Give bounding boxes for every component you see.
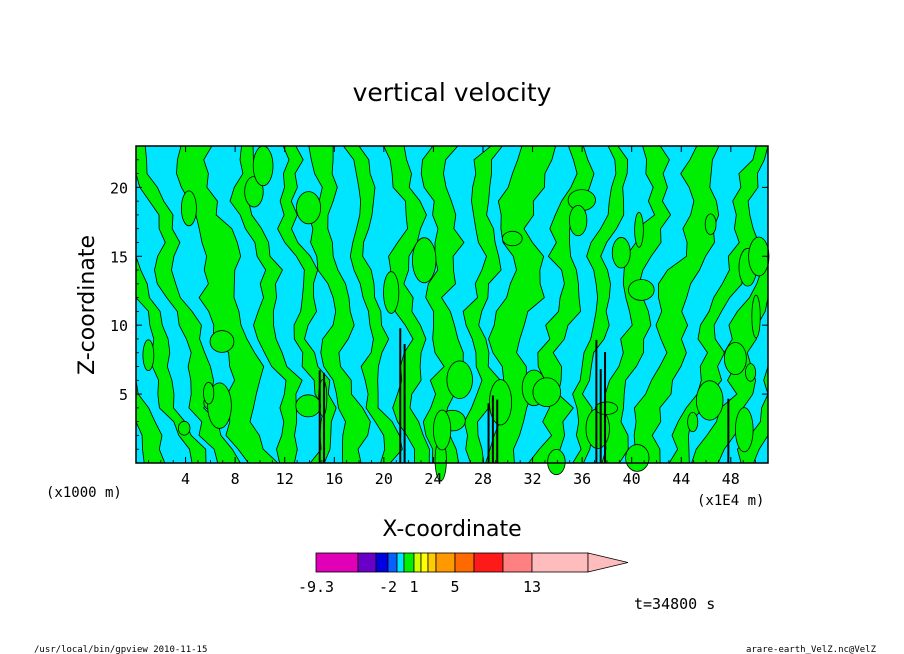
footer-left: /usr/local/bin/gpview 2010-11-15	[34, 645, 207, 654]
colorbar-segment	[427, 552, 437, 573]
y-axis: 5 10 15 20	[110, 159, 768, 450]
colorbar-segment	[473, 552, 504, 573]
colorbar-extend-arrow	[587, 552, 629, 573]
positive-blob	[625, 444, 650, 472]
positive-blob	[568, 204, 588, 237]
plot-frame	[135, 145, 769, 464]
x-tick-label: 44	[672, 470, 690, 488]
y-tick-label: 15	[110, 248, 128, 266]
colorbar-segment	[454, 552, 475, 573]
x-unit-left: (x1000 m)	[46, 485, 122, 501]
colorbar-segment	[375, 552, 389, 573]
x-axis: 4 8 12 16 20 24 28 32 36 40 44 48	[147, 146, 757, 488]
positive-blob	[489, 379, 513, 426]
positive-blob	[252, 145, 274, 187]
x-tick-label: 24	[424, 470, 442, 488]
colorbar-segment	[403, 552, 415, 573]
x-unit-right: (x1E4 m)	[697, 493, 764, 509]
time-label: t=34800 s	[634, 595, 715, 613]
positive-blob	[628, 279, 655, 301]
y-tick-label: 5	[119, 386, 128, 404]
colorbar-segment	[396, 552, 405, 573]
colorbar-segment	[413, 552, 422, 573]
positive-blob	[751, 294, 761, 339]
x-tick-label: 36	[573, 470, 591, 488]
positive-blob	[634, 211, 644, 248]
positive-blob	[745, 363, 757, 382]
chart-title: vertical velocity	[353, 78, 552, 107]
y-axis-label: Z-coordinate	[75, 235, 100, 375]
positive-blob	[532, 377, 562, 408]
x-tick-label: 16	[325, 470, 343, 488]
x-tick-label: 20	[375, 470, 393, 488]
positive-blob	[611, 237, 631, 269]
x-tick-label: 40	[623, 470, 641, 488]
positive-blob	[203, 381, 215, 405]
colorbar-segment	[531, 552, 589, 573]
colorbar-segment	[315, 552, 359, 573]
intense-velocity-columns	[318, 328, 730, 463]
positive-blob	[180, 190, 197, 227]
colorbar-segment	[435, 552, 456, 573]
positive-blob	[502, 230, 523, 247]
colorbar-tick-label: -2	[379, 578, 397, 596]
positive-blob	[209, 330, 235, 353]
colorbar-tick-label: 1	[409, 578, 418, 596]
colorbar-tick-label: 5	[450, 578, 459, 596]
heatmap-panel	[135, 145, 770, 482]
positive-blob	[547, 448, 566, 476]
positive-blob	[704, 213, 717, 235]
positive-blob	[383, 271, 400, 314]
positive-blob	[748, 236, 770, 277]
positive-blob	[412, 237, 437, 284]
footer-right: arare-earth_VelZ.nc@VelZ	[746, 645, 877, 654]
colorbar-segment	[357, 552, 377, 573]
positive-velocity-regions	[135, 145, 770, 482]
colorbar-labels: -9.3 -2 1 5 13	[298, 578, 541, 596]
x-tick-label: 8	[231, 470, 240, 488]
x-tick-label: 32	[524, 470, 542, 488]
colorbar-tick-label: 13	[523, 578, 541, 596]
positive-blob	[177, 420, 191, 436]
colorbar-segment	[387, 552, 398, 573]
positive-blob	[594, 401, 618, 415]
positive-blob	[446, 360, 473, 399]
colorbar-tick-label: -9.3	[298, 578, 334, 596]
positive-blob	[723, 342, 747, 376]
positive-blob	[296, 191, 322, 225]
x-tick-label: 28	[474, 470, 492, 488]
colorbar-segment	[502, 552, 533, 573]
x-axis-label: X-coordinate	[382, 517, 521, 542]
positive-blob	[433, 409, 452, 451]
x-tick-label: 12	[276, 470, 294, 488]
positive-blob	[295, 394, 322, 418]
positive-blob	[735, 407, 754, 453]
x-tick-label: 4	[181, 470, 190, 488]
positive-blob	[695, 380, 724, 421]
y-tick-label: 20	[110, 179, 128, 197]
positive-blob	[687, 411, 699, 433]
y-tick-label: 10	[110, 317, 128, 335]
colorbar	[315, 552, 629, 573]
colorbar-segment	[420, 552, 429, 573]
x-tick-label: 48	[722, 470, 740, 488]
positive-blob	[142, 339, 155, 372]
